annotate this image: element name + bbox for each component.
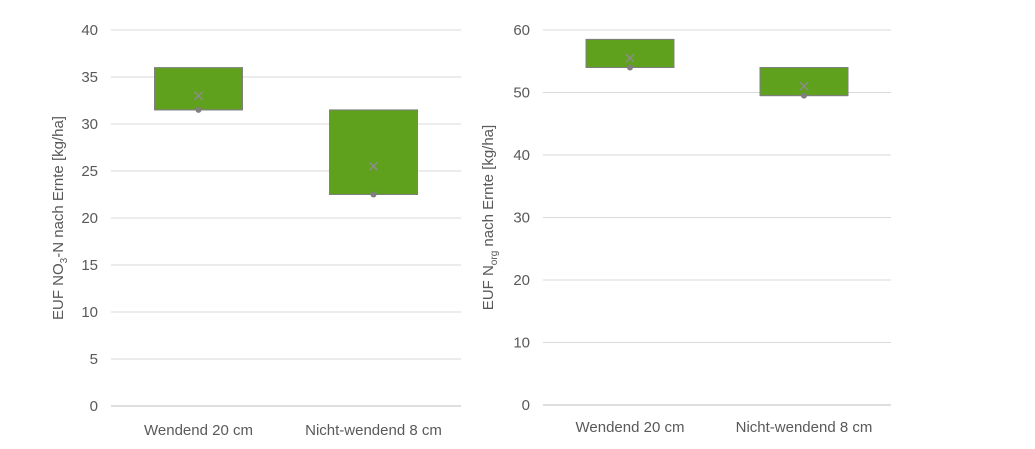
norg-mean-marker-1	[625, 53, 635, 63]
norg-y-tick-label: 10	[513, 335, 530, 352]
norg-min-point-2	[801, 92, 807, 99]
norg-min-point-1	[627, 64, 633, 71]
no3-min-point-2	[370, 191, 377, 198]
norg-category-label: Nicht-wendend 8 cm	[736, 419, 873, 436]
no3-y-tick-label: 0	[90, 398, 98, 415]
nitrate-box-chart: 0 5 10 15 20 25 30 35 40 EUF NO3-N nach Ernte [kg…	[50, 22, 461, 439]
norg-y-axis-title-subscript: org	[489, 251, 500, 265]
norg-y-tick-label: 30	[513, 210, 530, 227]
no3-y-tick-label: 5	[90, 351, 98, 368]
no3-y-tick-label: 35	[81, 69, 98, 86]
no3-y-tick-label: 40	[81, 22, 98, 39]
norg-y-axis-title-suffix: nach Ernte [kg/ha]	[480, 125, 497, 251]
norg-y-tick-label: 50	[513, 85, 530, 102]
no3-mean-marker-2	[368, 161, 379, 171]
no3-y-axis-title-suffix: -N nach Ernte [kg/ha]	[50, 116, 67, 258]
no3-category-label: Nicht-wendend 8 cm	[305, 422, 442, 439]
norg-y-tick-label: 60	[513, 22, 530, 39]
norg-y-axis-title: EUF Norg nach Ernte [kg/ha]	[480, 125, 500, 310]
norg-mean-marker-2	[799, 81, 809, 91]
norg-y-tick-label: 20	[513, 272, 530, 289]
no3-min-point-1	[195, 106, 202, 113]
norg-y-axis-title-prefix: EUF N	[480, 265, 497, 310]
no3-y-axis-title-prefix: EUF NO	[50, 263, 67, 320]
no3-y-tick-label: 30	[81, 116, 98, 133]
no3-y-axis-title: EUF NO3-N nach Ernte [kg/ha]	[50, 116, 70, 320]
norg-box-2	[759, 67, 849, 97]
no3-mean-marker-1	[193, 91, 204, 101]
no3-y-tick-label: 20	[81, 210, 98, 227]
no3-category-label: Wendend 20 cm	[144, 422, 253, 439]
no3-box-2	[329, 109, 418, 195]
no3-box-1	[154, 67, 243, 111]
norg-box-chart: 0 10 20 30 40 50 60 EUF Norg nach Ernte [kg/ha]…	[480, 22, 891, 436]
no3-y-tick-label: 25	[81, 163, 98, 180]
norg-y-tick-label: 40	[513, 147, 530, 164]
norg-category-label: Wendend 20 cm	[576, 419, 685, 436]
norg-y-tick-label: 0	[522, 397, 530, 414]
no3-y-tick-label: 10	[81, 304, 98, 321]
no3-y-axis-title-subscript: 3	[59, 257, 70, 263]
no3-y-tick-label: 15	[81, 257, 98, 274]
norg-box-1	[585, 38, 675, 68]
